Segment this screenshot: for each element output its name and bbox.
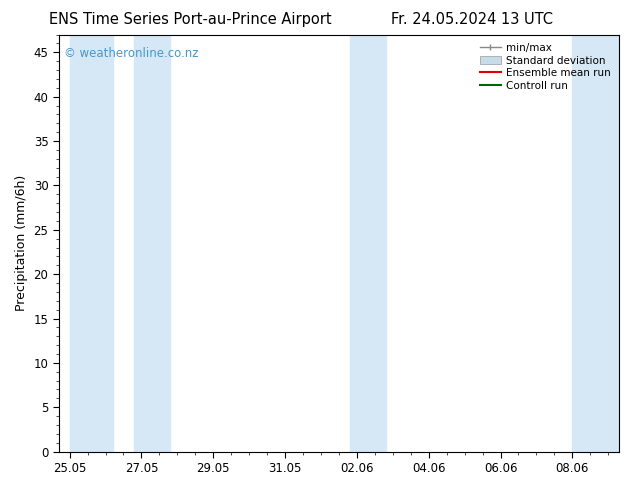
Text: © weatheronline.co.nz: © weatheronline.co.nz (65, 47, 199, 60)
Bar (350, 35, 385, 452)
Text: ENS Time Series Port-au-Prince Airport: ENS Time Series Port-au-Prince Airport (49, 12, 332, 27)
Bar (134, 35, 170, 452)
Legend: min/max, Standard deviation, Ensemble mean run, Controll run: min/max, Standard deviation, Ensemble me… (477, 40, 614, 94)
Y-axis label: Precipitation (mm/6h): Precipitation (mm/6h) (15, 175, 28, 311)
Text: Fr. 24.05.2024 13 UTC: Fr. 24.05.2024 13 UTC (391, 12, 553, 27)
Bar (573, 35, 619, 452)
Bar (70, 35, 113, 452)
